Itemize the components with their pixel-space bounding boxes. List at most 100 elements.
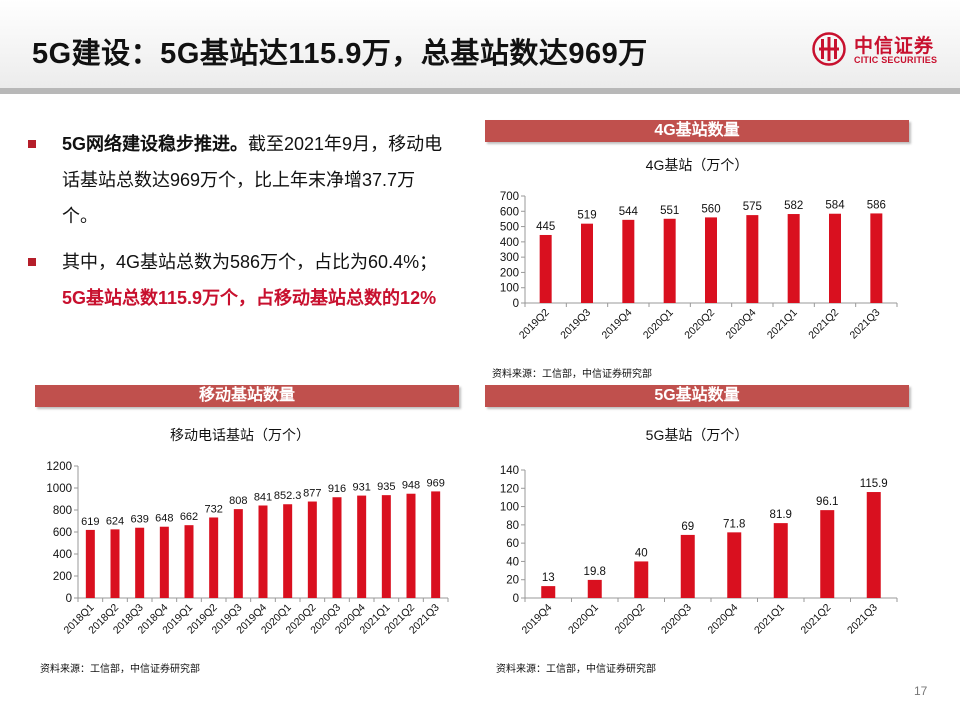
slide-header <box>0 0 960 88</box>
header-divider <box>0 88 960 94</box>
bar-value-label: 639 <box>130 514 148 526</box>
bar <box>820 510 835 598</box>
bar <box>184 525 194 598</box>
x-category-label: 2019Q4 <box>519 602 554 637</box>
y-tick-label: 700 <box>500 191 519 203</box>
bullet-square-icon <box>28 258 36 266</box>
bar <box>307 501 317 598</box>
y-tick-label: 80 <box>506 520 519 532</box>
chart-5g-base-stations: 5G基站（万个） 0 20 40 60 80 100 120 140 13 2019Q4 19.8 20… <box>485 418 909 650</box>
y-tick-label: 600 <box>500 206 519 218</box>
bar <box>209 517 219 598</box>
bar-value-label: 969 <box>426 477 444 489</box>
bullet-text: 截至2021年9月，移动电话基站总数达969万个，比上年末净增37.7万个。 <box>62 134 443 226</box>
bar-value-label: 948 <box>402 480 420 492</box>
bar-value-label: 648 <box>155 513 173 525</box>
y-tick-label: 140 <box>500 465 519 477</box>
source-note-4g: 资料来源：工信部，中信证券研究部 <box>492 369 652 380</box>
bar <box>705 217 717 303</box>
summary-text: 5G网络建设稳步推进。截至2021年9月，移动电话基站总数达969万个，比上年末… <box>28 126 448 326</box>
y-tick-label: 40 <box>506 556 519 568</box>
bar <box>541 586 556 598</box>
bar <box>431 491 441 598</box>
bar-value-label: 619 <box>81 516 99 528</box>
bar <box>283 504 293 598</box>
x-category-label: 2020Q3 <box>659 602 694 637</box>
y-tick-label: 0 <box>513 298 519 310</box>
x-category-label: 2020Q2 <box>682 307 717 342</box>
y-tick-label: 500 <box>500 222 519 234</box>
bar <box>381 495 391 598</box>
bar <box>587 579 602 598</box>
citic-logo-icon <box>812 32 846 66</box>
bar-value-label: 575 <box>743 201 762 213</box>
y-tick-label: 20 <box>506 575 519 587</box>
chart-mobile-base-stations: 移动电话基站（万个） 0 200 400 600 800 1000 1200 619 2018Q1… <box>20 418 460 650</box>
bar <box>727 532 742 598</box>
bar-value-label: 40 <box>635 547 648 559</box>
x-category-label: 2020Q4 <box>705 602 740 637</box>
bar-value-label: 560 <box>701 203 720 215</box>
chart-svg: 移动电话基站（万个）0200400600800100012006192018Q1… <box>46 427 449 637</box>
bar <box>85 529 95 598</box>
bar-value-label: 115.9 <box>860 478 888 490</box>
bar-value-label: 877 <box>303 488 321 500</box>
bar-value-label: 841 <box>254 491 272 503</box>
source-note-mobile: 资料来源：工信部，中信证券研究部 <box>40 664 200 675</box>
x-category-label: 2021Q2 <box>806 307 841 342</box>
bullet-square-icon <box>28 140 36 148</box>
bar-value-label: 852.3 <box>274 490 302 502</box>
source-note-5g: 资料来源：工信部，中信证券研究部 <box>496 664 656 675</box>
bar-value-label: 551 <box>660 205 679 217</box>
bar <box>406 493 416 598</box>
bullet-paragraph: 其中，4G基站总数为586万个，占比为60.4%； 5G基站总数115.9万个，占… <box>28 244 448 316</box>
y-tick-label: 800 <box>53 505 72 517</box>
logo-english-name: CITIC SECURITIES <box>854 55 938 65</box>
bullet-text: 5G基站总数115.9万个，占移动基站总数的12% <box>62 288 437 308</box>
y-tick-label: 1200 <box>46 461 72 473</box>
bar-value-label: 586 <box>867 199 886 211</box>
bullet-text: 5G网络建设稳步推进。 <box>62 134 249 154</box>
bar <box>622 219 635 303</box>
bar <box>663 218 676 303</box>
bar <box>680 534 695 598</box>
bar <box>773 523 788 598</box>
bar-value-label: 732 <box>204 503 222 515</box>
y-tick-label: 0 <box>513 593 519 605</box>
bar-value-label: 544 <box>619 206 639 218</box>
y-tick-label: 100 <box>500 502 519 514</box>
bar-value-label: 13 <box>542 572 555 584</box>
logo-chinese-name: 中信证券 <box>854 36 935 57</box>
bar-value-label: 69 <box>681 521 694 533</box>
x-category-label: 2019Q3 <box>558 307 593 342</box>
x-category-label: 2019Q4 <box>600 307 635 342</box>
x-category-label: 2021Q1 <box>765 307 800 342</box>
bar-value-label: 584 <box>825 200 845 212</box>
bar <box>159 526 169 598</box>
bar-value-label: 19.8 <box>584 566 606 578</box>
x-category-label: 2020Q4 <box>724 307 759 342</box>
chart-title: 4G基站（万个） <box>646 157 749 173</box>
bar-value-label: 71.8 <box>723 518 745 530</box>
bar-value-label: 624 <box>106 515 124 527</box>
bar-value-label: 445 <box>536 221 555 233</box>
chart-svg: 4G基站（万个） 0 100 200 300 400 500 600 700 445 2019Q2 5… <box>500 157 898 342</box>
bar-value-label: 935 <box>377 481 395 493</box>
slide-title: 5G建设：5G基站达115.9万，总基站数达969万 <box>32 38 648 70</box>
y-tick-label: 200 <box>500 267 519 279</box>
chart-svg: 5G基站（万个） 0 20 40 60 80 100 120 140 13 2019Q4 19.8 20… <box>500 427 898 637</box>
bar <box>787 214 800 303</box>
chart-4g-base-stations: 4G基站（万个） 0 100 200 300 400 500 600 700 445 2019Q2 5… <box>485 148 909 360</box>
bar-value-label: 808 <box>229 495 247 507</box>
y-tick-label: 200 <box>53 571 72 583</box>
bar-value-label: 96.1 <box>816 496 838 508</box>
bar <box>135 527 145 598</box>
y-tick-label: 120 <box>500 483 519 495</box>
x-category-label: 2021Q1 <box>752 602 787 637</box>
bar <box>581 223 593 303</box>
y-tick-label: 300 <box>500 252 519 264</box>
y-tick-label: 0 <box>66 593 72 605</box>
y-tick-label: 100 <box>500 283 519 295</box>
x-category-label: 2021Q3 <box>848 307 883 342</box>
bar-value-label: 582 <box>784 200 803 212</box>
